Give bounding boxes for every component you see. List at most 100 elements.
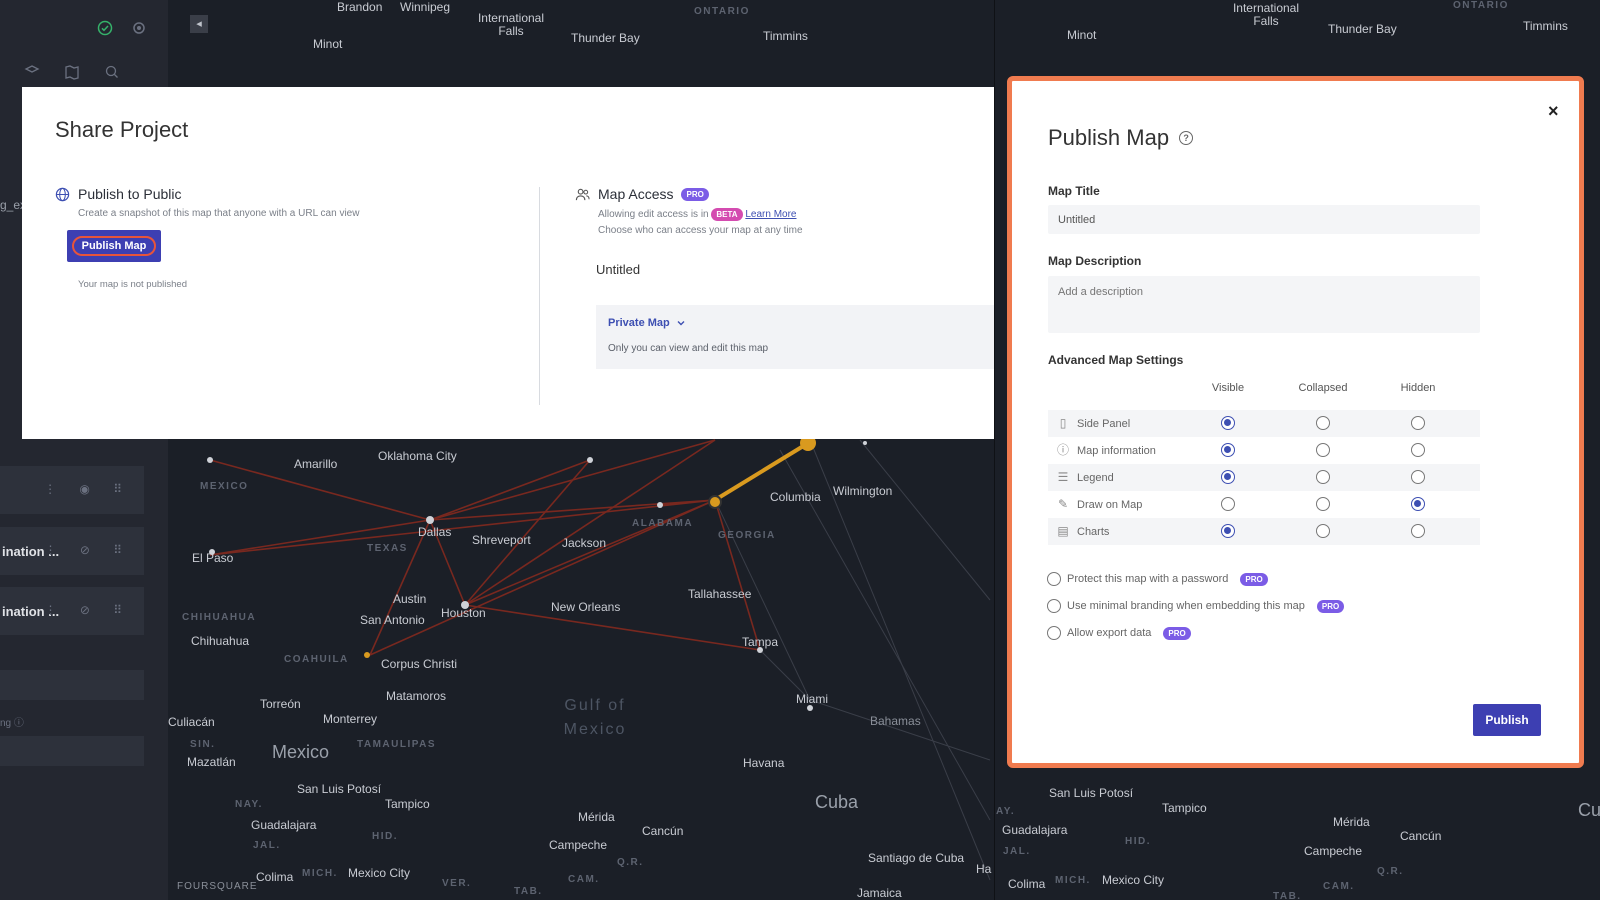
- radio-visible[interactable]: [1221, 416, 1235, 430]
- map-label: Jackson: [562, 536, 607, 550]
- radio-collapsed[interactable]: [1316, 524, 1330, 538]
- search-icon[interactable]: [104, 64, 120, 80]
- map-label: TAB.: [1273, 891, 1302, 900]
- layer-row[interactable]: [0, 736, 144, 766]
- radio-visible[interactable]: [1221, 497, 1235, 511]
- radio-hidden[interactable]: [1411, 416, 1425, 430]
- layer-actions-icon[interactable]: ⋮ ⊘ ⠿: [44, 543, 132, 557]
- chart-icon: ▤: [1057, 524, 1069, 538]
- radio-collapsed[interactable]: [1316, 443, 1330, 457]
- map-name: Untitled: [596, 262, 641, 277]
- pro-badge: PRO: [1240, 572, 1268, 586]
- option-radio[interactable]: [1047, 599, 1061, 613]
- privacy-selector[interactable]: Private Map Only you can view and edit t…: [596, 305, 994, 369]
- option-label: Use minimal branding when embedding this…: [1067, 600, 1305, 612]
- map-icon[interactable]: [64, 64, 80, 80]
- split-divider: [994, 0, 995, 900]
- learn-more-link[interactable]: Learn More: [745, 209, 797, 221]
- privacy-description: Only you can view and edit this map: [608, 343, 769, 354]
- radio-collapsed[interactable]: [1316, 470, 1330, 484]
- radio-visible[interactable]: [1221, 443, 1235, 457]
- radio-hidden[interactable]: [1411, 443, 1425, 457]
- layer-actions-icon[interactable]: ⋮ ◉ ⠿: [44, 482, 132, 496]
- map-label: TEXAS: [367, 543, 408, 554]
- map-label: Houston: [441, 606, 486, 620]
- option-radio[interactable]: [1047, 572, 1061, 586]
- radio-collapsed[interactable]: [1316, 497, 1330, 511]
- close-icon[interactable]: ×: [1548, 101, 1559, 121]
- globe-icon: [55, 187, 70, 201]
- map-label: Thunder Bay: [571, 31, 640, 45]
- column-header: Collapsed: [1298, 382, 1348, 394]
- map-attribution: FOURSQUARE: [177, 881, 258, 892]
- map-label: Cuba: [815, 792, 859, 812]
- map-label: CHIHUAHUA: [182, 612, 257, 623]
- map-label: Jamaica: [857, 886, 902, 900]
- draw-icon: ✎: [1057, 497, 1069, 511]
- radio-collapsed[interactable]: [1316, 416, 1330, 430]
- pro-badge: PRO: [1316, 599, 1345, 613]
- radio-hidden[interactable]: [1411, 470, 1425, 484]
- layer-row[interactable]: ination ... ⋮ ⊘ ⠿: [0, 527, 144, 575]
- map-label: Mexico: [272, 742, 330, 762]
- radio-hidden[interactable]: [1411, 497, 1425, 511]
- map-label: Brandon: [337, 0, 383, 14]
- privacy-dropdown[interactable]: Private Map: [608, 317, 686, 329]
- map-label: MICH.: [302, 868, 338, 879]
- option-radio[interactable]: [1047, 626, 1061, 640]
- map-description-label: Map Description: [1048, 254, 1142, 268]
- map-label: Campeche: [549, 838, 608, 852]
- layer-row[interactable]: [0, 670, 144, 700]
- map-label: Campeche: [1304, 844, 1363, 858]
- option-row[interactable]: Use minimal branding when embedding this…: [1047, 599, 1345, 613]
- publish-map-button-label: Publish Map: [71, 236, 157, 256]
- radio-visible[interactable]: [1221, 524, 1235, 538]
- option-label: Protect this map with a password: [1067, 573, 1229, 585]
- map-label: Tampico: [1162, 801, 1207, 815]
- chevron-down-icon: [677, 321, 685, 326]
- map-label: Mérida: [578, 810, 615, 824]
- publish-map-button[interactable]: Publish Map: [67, 230, 161, 262]
- map-label: Dallas: [418, 525, 452, 539]
- option-row[interactable]: Allow export data PRO: [1047, 626, 1191, 640]
- section-heading: Publish to Public: [78, 186, 182, 202]
- gear-icon[interactable]: [131, 20, 147, 36]
- map-label: Timmins: [1523, 19, 1568, 33]
- modal-title: Share Project: [55, 117, 189, 142]
- map-description-input[interactable]: [1048, 276, 1480, 333]
- option-row[interactable]: Protect this map with a password PRO: [1047, 572, 1268, 586]
- publish-to-public-section: Publish to Public Create a snapshot of t…: [55, 186, 505, 219]
- map-label: Corpus Christi: [381, 657, 458, 671]
- layer-actions-icon[interactable]: ⋮ ⊘ ⠿: [44, 603, 132, 617]
- map-label: CAM.: [1323, 881, 1355, 892]
- radio-visible[interactable]: [1221, 470, 1235, 484]
- map-label: Colima: [256, 870, 294, 884]
- collapse-sidebar-button[interactable]: ◂: [190, 15, 208, 33]
- settings-row: ☰ Legend: [1048, 464, 1480, 491]
- map-label: International Falls: [477, 11, 545, 38]
- layer-name: ination ...: [2, 544, 60, 559]
- layers-icon[interactable]: [24, 64, 40, 80]
- publish-status: Your map is not published: [78, 279, 187, 290]
- map-label: ALABAMA: [632, 518, 694, 529]
- map-label: Minot: [1067, 28, 1097, 42]
- map-label: Culiacán: [168, 715, 215, 729]
- table-header: Visible Collapsed Hidden: [1048, 382, 1480, 410]
- map-label: Wilmington: [833, 484, 893, 498]
- layer-row[interactable]: ination ... ⋮ ⊘ ⠿: [0, 587, 144, 635]
- map-label: SIN.: [190, 739, 216, 750]
- map-title-input[interactable]: [1048, 205, 1480, 234]
- map-label: JAL.: [253, 840, 281, 851]
- check-circle-icon[interactable]: [97, 20, 113, 36]
- sidebar-partial-text: g_ex: [0, 198, 27, 212]
- divider: [539, 187, 540, 405]
- radio-hidden[interactable]: [1411, 524, 1425, 538]
- layer-row[interactable]: ⋮ ◉ ⠿: [0, 466, 144, 514]
- map-label: San Luis Potosí: [297, 782, 382, 796]
- help-icon[interactable]: ?: [1179, 131, 1194, 145]
- map-label: Austin: [393, 592, 427, 606]
- publish-button[interactable]: Publish: [1473, 704, 1541, 736]
- option-label: Allow export data: [1067, 627, 1152, 639]
- map-label: ONTARIO: [1453, 0, 1509, 11]
- map-label: El Paso: [192, 551, 234, 565]
